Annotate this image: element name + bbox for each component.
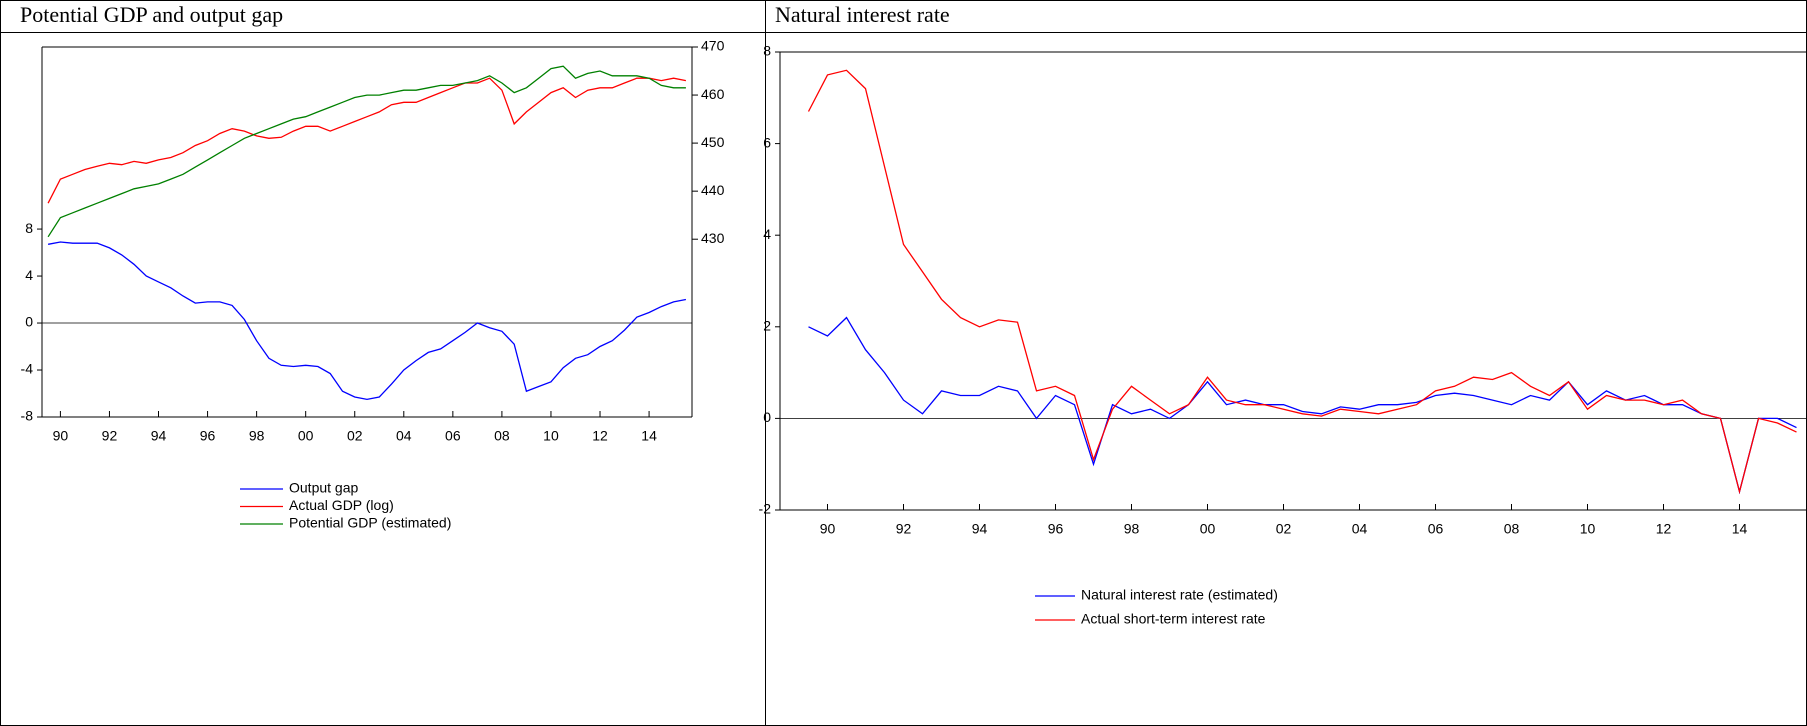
series-line — [47, 77, 687, 204]
x-tick-label: 90 — [53, 428, 69, 444]
x-tick-label: 02 — [1276, 521, 1292, 537]
x-tick-label: 94 — [972, 521, 988, 537]
x-tick-label: 00 — [298, 428, 314, 444]
series-line — [807, 69, 1797, 495]
y2-tick-label: 430 — [701, 230, 725, 246]
x-tick-label: 04 — [1352, 521, 1368, 537]
x-tick-label: 08 — [1504, 521, 1520, 537]
y-tick-label: -4 — [21, 361, 34, 377]
panel-title: Potential GDP and output gap — [20, 2, 283, 27]
x-tick-label: 06 — [1428, 521, 1444, 537]
legend-label: Actual short-term interest rate — [1081, 611, 1266, 627]
y-tick-label: 2 — [763, 318, 771, 334]
x-tick-label: 14 — [641, 428, 657, 444]
x-tick-label: 12 — [592, 428, 608, 444]
x-tick-label: 98 — [1124, 521, 1140, 537]
series-line — [47, 65, 686, 238]
x-tick-label: 10 — [1580, 521, 1596, 537]
y2-tick-label: 460 — [701, 86, 725, 102]
x-tick-label: 90 — [820, 521, 836, 537]
x-tick-label: 98 — [249, 428, 265, 444]
legend-label: Potential GDP (estimated) — [289, 515, 451, 531]
x-tick-label: 92 — [896, 521, 912, 537]
legend-label: Natural interest rate (estimated) — [1081, 587, 1278, 603]
x-tick-label: 92 — [102, 428, 118, 444]
y-tick-label: -8 — [21, 408, 34, 424]
y-tick-label: 4 — [25, 267, 33, 283]
x-tick-label: 94 — [151, 428, 167, 444]
y-tick-label: 8 — [25, 220, 33, 236]
x-tick-label: 00 — [1200, 521, 1216, 537]
x-tick-label: 08 — [494, 428, 510, 444]
series-line — [47, 241, 687, 401]
y-tick-label: 8 — [763, 43, 771, 59]
x-tick-label: 04 — [396, 428, 412, 444]
x-tick-label: 96 — [200, 428, 216, 444]
y2-tick-label: 470 — [701, 38, 725, 54]
panel-title: Natural interest rate — [775, 2, 950, 27]
legend-label: Actual GDP (log) — [289, 497, 394, 513]
y-tick-label: 0 — [25, 314, 33, 330]
x-tick-label: 06 — [445, 428, 461, 444]
x-tick-label: 10 — [543, 428, 559, 444]
series-line — [808, 316, 1797, 495]
y-tick-label: -2 — [759, 501, 772, 517]
legend-label: Output gap — [289, 480, 358, 496]
y-tick-label: 0 — [763, 409, 771, 425]
y-tick-label: 6 — [763, 134, 771, 150]
x-tick-label: 02 — [347, 428, 363, 444]
x-tick-label: 14 — [1732, 521, 1748, 537]
y-tick-label: 4 — [763, 226, 771, 242]
y2-tick-label: 440 — [701, 182, 725, 198]
x-tick-label: 96 — [1048, 521, 1064, 537]
x-tick-label: 12 — [1656, 521, 1672, 537]
y2-tick-label: 450 — [701, 134, 725, 150]
